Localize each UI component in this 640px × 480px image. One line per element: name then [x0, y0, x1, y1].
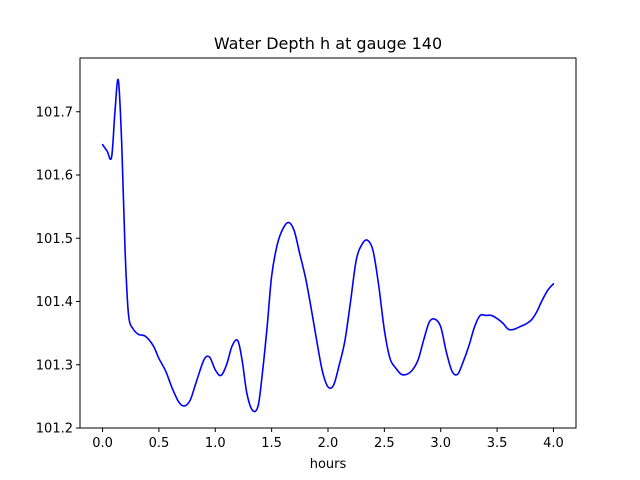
x-tick-label: 4.0	[543, 436, 564, 451]
x-tick-label: 1.0	[205, 436, 226, 451]
y-tick-label: 101.6	[36, 169, 73, 184]
y-tick-label: 101.4	[36, 295, 73, 310]
y-tick-label: 101.5	[36, 232, 73, 247]
x-axis-label: hours	[310, 457, 347, 472]
x-axis: 0.0 0.5 1.0 1.5 2.0 2.5 3.0 3.5 4.0	[92, 428, 564, 451]
y-tick-label: 101.3	[36, 358, 73, 373]
y-tick-label: 101.2	[36, 422, 73, 437]
y-axis: 101.2 101.3 101.4 101.5 101.6 101.7	[36, 105, 80, 437]
x-tick-label: 3.5	[487, 436, 508, 451]
chart-title: Water Depth h at gauge 140	[214, 34, 442, 53]
x-tick-label: 2.5	[374, 436, 395, 451]
y-tick-label: 101.7	[36, 105, 73, 120]
x-tick-label: 0.5	[149, 436, 170, 451]
x-tick-label: 1.5	[261, 436, 282, 451]
series-line-0	[101, 78, 555, 413]
plot-area	[101, 78, 555, 413]
x-tick-label: 3.0	[430, 436, 451, 451]
x-tick-label: 2.0	[318, 436, 339, 451]
x-tick-label: 0.0	[92, 436, 113, 451]
